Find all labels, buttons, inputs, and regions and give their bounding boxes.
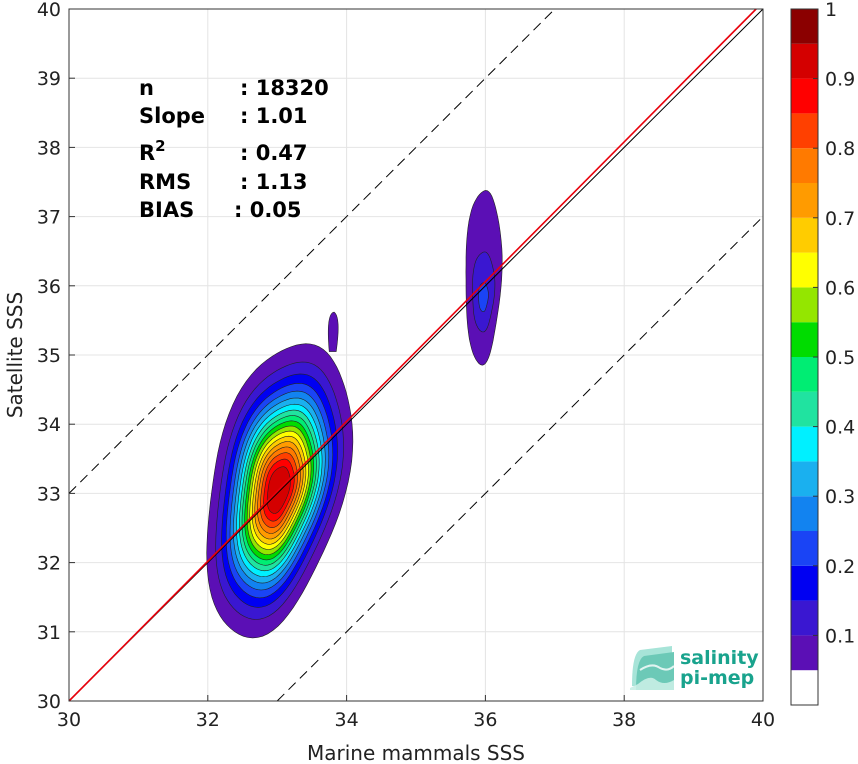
colorbar-segment — [791, 148, 818, 183]
y-tick-label: 33 — [37, 483, 61, 505]
stat-value: : 0.05 — [234, 198, 302, 222]
y-tick-label: 32 — [37, 553, 61, 575]
stat-name: RMS — [139, 170, 191, 194]
colorbar-segment — [791, 9, 818, 44]
x-tick-label: 34 — [335, 709, 359, 731]
colorbar-segment — [791, 531, 818, 566]
colorbar-segment — [791, 322, 818, 357]
colorbar-segment — [791, 635, 818, 671]
colorbar-segment — [791, 113, 818, 149]
y-tick-label: 40 — [37, 0, 61, 21]
stat-superscript: 2 — [155, 137, 165, 155]
y-axis-label: Satellite SSS — [3, 292, 27, 418]
stat-name: n — [139, 76, 154, 100]
colorbar-segment — [791, 670, 818, 705]
y-tick-label: 34 — [37, 414, 61, 436]
stat-value: : 18320 — [240, 76, 329, 100]
colorbar-segment — [791, 391, 818, 427]
y-tick-label: 30 — [37, 691, 61, 713]
colorbar-segment — [791, 357, 818, 392]
statistics-panel: n : 18320 Slope : 1.01 R2 : 0.47 RMS : 1.13 BIAS… — [139, 76, 329, 222]
stat-value: : 1.01 — [240, 104, 308, 128]
y-tick-label: 39 — [37, 68, 61, 90]
colorbar-tick-label: 0.6 — [825, 277, 855, 299]
colorbar-tick-label: 1 — [825, 0, 837, 21]
colorbar-segment — [791, 43, 818, 79]
colorbar-tick-label: 0.9 — [825, 69, 855, 91]
x-tick-label: 36 — [473, 709, 497, 731]
y-tick-label: 37 — [37, 207, 61, 229]
offset-line — [276, 216, 764, 702]
colorbar-tick-label: 0.8 — [825, 138, 855, 160]
colorbar-tick-label: 0.2 — [825, 556, 855, 578]
stat-name: R2 — [139, 137, 166, 165]
colorbar-tick-label: 0.1 — [825, 625, 855, 647]
logo-line-1: salinity — [680, 647, 759, 669]
y-tick-label: 38 — [37, 137, 61, 159]
y-axis-ticks: 30 31 32 33 34 35 36 37 38 39 40 — [37, 0, 75, 713]
y-tick-label: 35 — [37, 345, 61, 367]
y-tick-label: 36 — [37, 276, 61, 298]
colorbar-segment — [791, 78, 818, 114]
salinity-pi-mep-logo: salinity pi-mep — [630, 646, 759, 690]
colorbar-segment — [791, 252, 818, 288]
density-contours — [206, 190, 503, 639]
stat-value: : 1.13 — [240, 170, 308, 194]
x-axis-ticks: 30 32 34 36 38 40 — [57, 695, 775, 731]
density-contour-level — [327, 311, 339, 352]
colorbar-tick-label: 0.3 — [825, 486, 855, 508]
colorbar-segment — [791, 217, 818, 253]
colorbar-tick-label: 0.4 — [825, 417, 855, 439]
colorbar-segment — [791, 565, 818, 601]
wave-logo-icon — [630, 646, 675, 690]
colorbar-segment — [791, 183, 818, 218]
stat-name: Slope — [139, 104, 205, 128]
y-tick-label: 31 — [37, 622, 61, 644]
colorbar-segment — [791, 600, 818, 636]
identity-line — [68, 8, 764, 702]
colorbar: 0.1 0.2 0.3 0.4 0.5 0.6 0.7 0.8 0.9 1 — [790, 0, 855, 706]
colorbar-segment — [791, 426, 818, 462]
colorbar-segment — [791, 287, 818, 323]
colorbar-tick-label: 0.5 — [825, 347, 855, 369]
x-axis-label: Marine mammals SSS — [307, 741, 525, 764]
regression-line — [68, 8, 757, 702]
x-tick-label: 38 — [612, 709, 636, 731]
colorbar-segment — [791, 496, 818, 531]
colorbar-segment — [791, 461, 818, 497]
reference-lines — [68, 8, 764, 702]
x-tick-label: 30 — [57, 709, 81, 731]
stat-value: : 0.47 — [240, 141, 308, 165]
colorbar-tick-label: 0.7 — [825, 208, 855, 230]
stat-name: BIAS — [139, 198, 194, 222]
x-tick-label: 40 — [751, 709, 775, 731]
logo-line-2: pi-mep — [680, 667, 754, 689]
x-tick-label: 32 — [196, 709, 220, 731]
offset-line — [68, 8, 556, 494]
